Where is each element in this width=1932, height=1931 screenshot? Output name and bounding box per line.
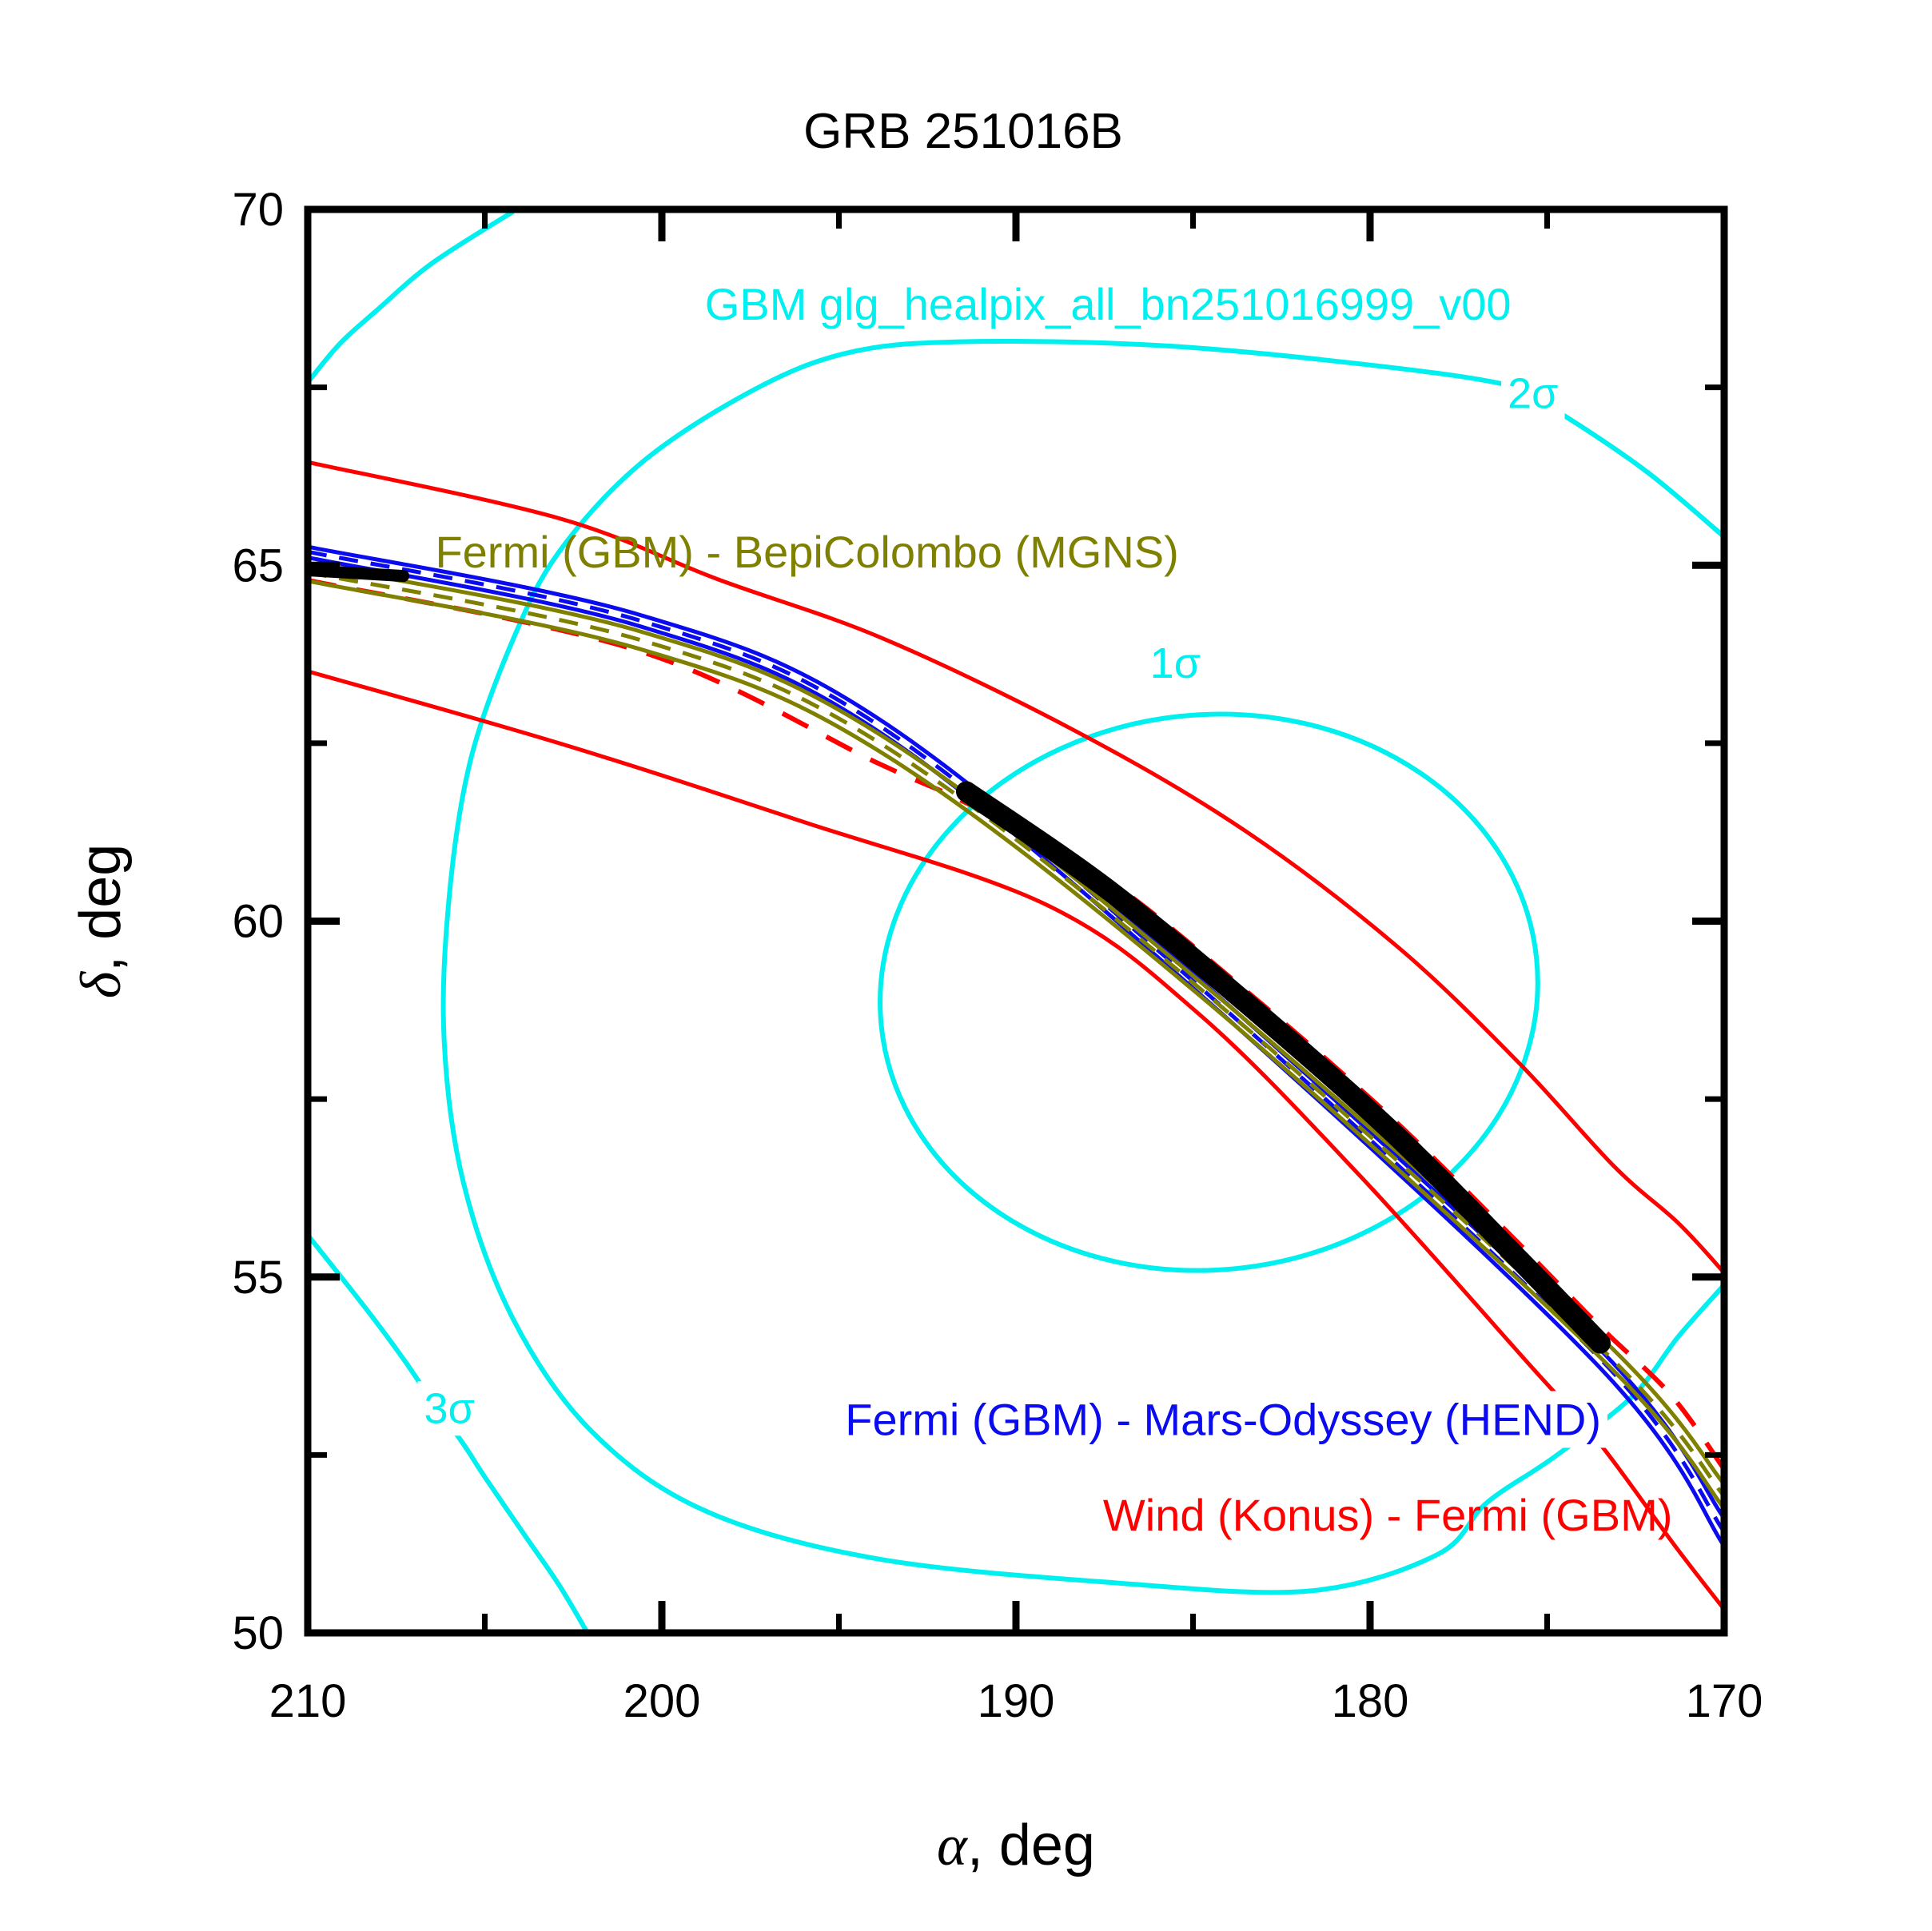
y-tick-label-60: 60 [232,896,284,948]
label-2sigma: 2σ [1508,369,1558,417]
plot-frame [304,205,1728,1637]
label-1sigma-background [1143,635,1208,691]
label-konus-annulus: Wind (Konus) - Fermi (GBM) [1103,1490,1673,1540]
label-2sigma-group: 2σ [1501,366,1565,421]
chart-title: GRB 251016B [803,104,1123,159]
label-3sigma-group: 3σ [417,1381,481,1436]
combined-localization-arc [955,781,1611,1354]
label-hend-annulus: Fermi (GBM) - Mars-Odyssey (HEND) [845,1394,1601,1444]
label-1sigma: 1σ [1150,639,1201,687]
curve-annotations-layer: GBM glg_healpix_all_bn251016999_v00 2σ 1σ 3… [417,276,1673,1540]
x-tick-label-210: 210 [269,1675,347,1727]
x-tick-label-170: 170 [1686,1675,1763,1727]
contour-curves-layer [308,209,1724,1633]
x-tick-label-190: 190 [978,1675,1055,1727]
label-2sigma-background [1501,366,1565,421]
label-1sigma-group: 1σ [1143,635,1208,691]
label-hend-annulus-background [839,1391,1608,1448]
x-axis-title: α, deg [937,1814,1095,1877]
label-konus-annulus-group: Wind (Konus) - Fermi (GBM) [1103,1490,1673,1540]
gbm-healpix-2sigma-contour [440,338,1724,1595]
label-hend-annulus-group: Fermi (GBM) - Mars-Odyssey (HEND) [839,1391,1608,1448]
label-gbm-healpix-group: GBM glg_healpix_all_bn251016999_v00 [698,276,1518,333]
hend-fermi-annulus-lower [308,555,1724,1547]
x-tick-label-200: 200 [623,1675,701,1727]
hend-fermi-annulus-center [308,549,1724,1533]
gbm-healpix-3sigma-contour-lower-left [308,1233,590,1633]
hend-fermi-annulus-upper [308,544,1724,1520]
y-tick-label-50: 50 [232,1607,284,1659]
y-tick-label-70: 70 [232,184,284,236]
combined-localization-arc-left-stub [308,563,410,583]
konus-fermi-annulus-lower [308,669,1724,1611]
axes-layer: 210 200 190 180 170 70 65 60 55 50 α, deg δ, deg [69,184,1763,1877]
konus-fermi-annulus-upper [308,460,1724,1275]
x-tick-label-180: 180 [1332,1675,1409,1727]
label-mgns-annulus-group: Fermi (GBM) - BepiColombo (MGNS) [435,527,1178,577]
label-3sigma-background [417,1381,481,1436]
mgns-fermi-annulus-lower [308,579,1724,1510]
label-mgns-annulus: Fermi (GBM) - BepiColombo (MGNS) [435,527,1178,577]
gbm-healpix-1sigma-contour [878,711,1540,1273]
label-gbm-healpix-background [698,276,1518,333]
mgns-fermi-annulus-center [308,570,1724,1498]
label-3sigma: 3σ [424,1384,475,1432]
y-tick-label-55: 55 [232,1252,284,1304]
y-axis-title: δ, deg [69,844,133,999]
y-tick-label-65: 65 [232,539,284,591]
gbm-healpix-3sigma-contour-upper-left [308,209,515,384]
label-gbm-healpix: GBM glg_healpix_all_bn251016999_v00 [705,279,1512,329]
